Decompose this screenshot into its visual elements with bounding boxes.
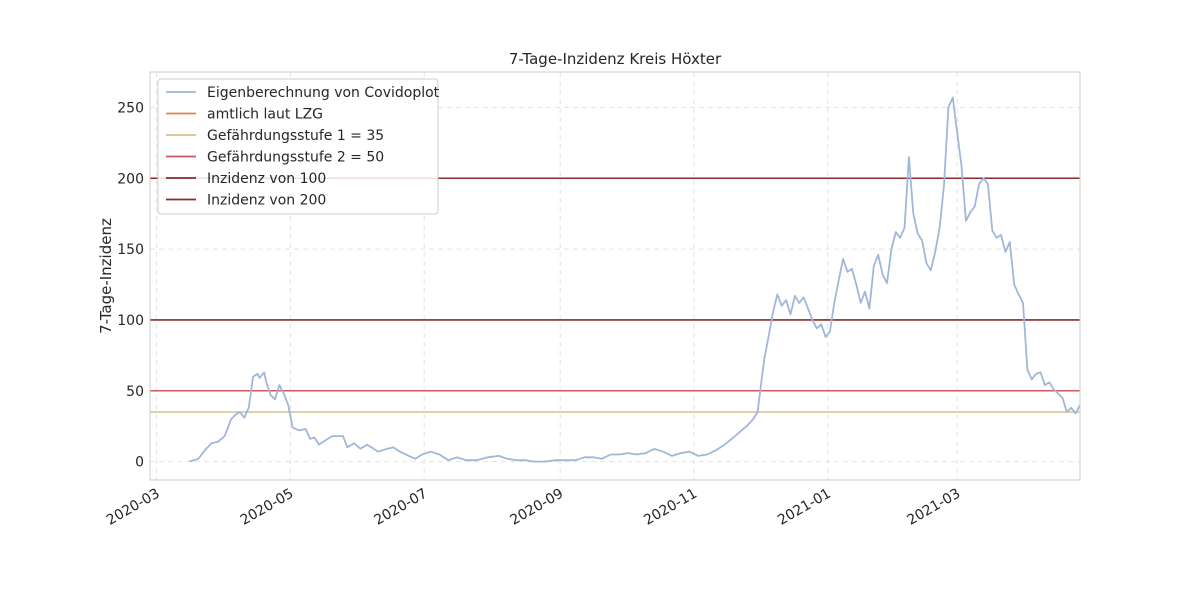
y-tick-label: 200: [117, 171, 144, 187]
legend-label-stufe2: Gefährdungsstufe 2 = 50: [207, 150, 384, 166]
legend-label-inz200: Inzidenz von 200: [207, 193, 326, 209]
legend-label-inz100: Inzidenz von 100: [207, 171, 326, 187]
legend-frame: [157, 78, 439, 215]
chart-title: 7-Tage-Inzidenz Kreis Höxter: [509, 50, 722, 68]
y-ticks: 0 50 100 150 200 250: [117, 100, 144, 470]
y-tick-label: 150: [117, 242, 144, 258]
y-tick-label: 0: [135, 455, 144, 471]
y-tick-label: 250: [117, 100, 144, 116]
series-line-eigen: [189, 96, 1081, 463]
y-axis-label: 7-Tage-Inzidenz: [97, 218, 115, 334]
legend-label-lzg: amtlich laut LZG: [207, 107, 323, 123]
plot-frame: [149, 71, 1081, 481]
series-lines: [189, 96, 1081, 463]
y-tick-label: 50: [126, 384, 144, 400]
legend-label-eigen: Eigenberechnung von Covidoplot: [207, 85, 440, 101]
legend-label-stufe1: Gefährdungsstufe 1 = 35: [207, 128, 384, 144]
legend: Eigenberechnung von Covidoplot amtlich la…: [157, 78, 440, 215]
y-tick-label: 100: [117, 313, 144, 329]
